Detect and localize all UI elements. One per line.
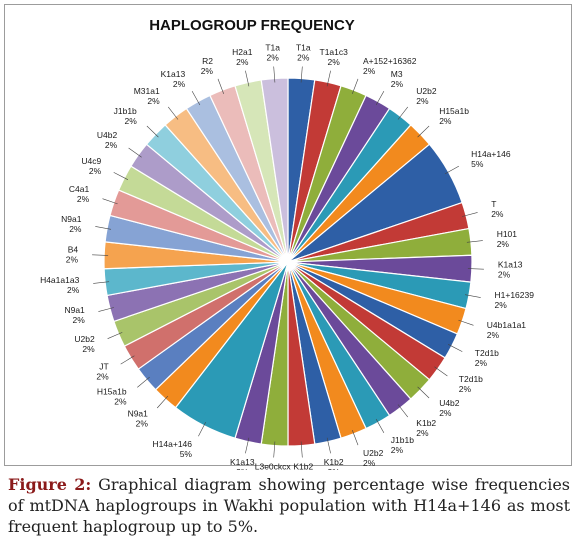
leader-line-31 [102,198,118,205]
leader-line-21 [245,437,250,454]
leader-line-34 [146,125,159,138]
leader-line-17 [352,429,359,446]
leader-line-19 [300,441,303,458]
slice-label-k1a13-9: K1a13 2% [498,260,523,280]
slice-label-m31a1-35: M31a1 2% [134,86,160,106]
slice-label-k1a13-36: K1a13 2% [161,69,186,89]
slice-label-u2b2-17: U2b2 2% [363,448,384,468]
leader-line-7 [462,212,478,217]
chart-title: HAPLOGROUP FREQUENCY [149,17,355,34]
leader-line-39 [273,66,276,83]
slice-labels: T1a 2%T1a1c3 2% A+152+16362 2% M3 2%U2b2 2%H15a… [40,43,534,470]
slice-label-u4b2-33: U4b2 2% [97,130,118,150]
slice-label-jt-25: JT 2% [96,361,109,381]
figure-caption: Figure 2: Graphical diagram showing perc… [8,474,570,537]
slice-label-h1-16239-10: H1+16239 2% [495,290,535,310]
leader-line-25 [120,355,135,365]
leader-line-15 [397,404,409,418]
leader-line-27 [98,307,114,312]
slice-label-n9a1-23: N9a1 2% [128,408,149,428]
leader-line-22 [198,421,206,437]
leader-line-3 [375,90,385,106]
slice-label-h14a-146-6: H14a+146 5% [471,149,511,169]
slice-label-t2d1b-12: T2d1b 2% [475,348,499,368]
leader-line-9 [467,268,484,270]
leader-line-38 [245,70,250,87]
leader-line-12 [447,344,463,352]
leader-line-11 [458,319,474,326]
leader-lines [92,66,484,458]
leader-line-35 [167,106,179,120]
pie-chart: HAPLOGROUP FREQUENCY T1a 2% T1a1c3 2% A+152+… [40,17,534,470]
slice-label-u4b2-14: U4b2 2% [439,398,460,418]
slice-label-u2b2-4: U2b2 2% [416,86,437,106]
leader-line-5 [417,125,430,138]
caption-text: Graphical diagram showing percentage wis… [8,475,570,536]
slice-label-n9a1-30: N9a1 2% [61,214,82,234]
leader-line-4 [397,106,409,120]
slice-label-h14a-146-22: H14a+146 5% [153,439,193,459]
slice-label-l3e0ckcx-20: L3e0ckcx2% [255,461,292,470]
leader-line-8 [466,240,483,243]
slice-label-t1a-39: T1a 2% [265,43,280,63]
leader-line-2 [352,78,359,95]
leader-line-1 [326,70,331,87]
leader-line-10 [464,294,481,298]
caption-label: Figure 2: [8,475,92,494]
slice-label-t-7: T 2% [491,199,504,219]
leader-line-33 [128,147,142,158]
slice-label-u4b1a1a1-11: U4b1a1a1 2% [487,320,527,340]
slice-label-a-152-16362-2: A+152+16362 2% [363,56,417,76]
slice-label-t1a-0: T1a 2% [296,43,311,63]
leader-line-30 [95,226,112,230]
slice-label-c4a1-31: C4a1 2% [69,184,90,204]
slice-label-j1b1b-34: J1b1b 2% [114,106,138,126]
slice-label-k1b2-15: K1b2 2% [416,418,436,438]
leader-line-29 [92,254,109,256]
slice-label-h101-8: H101 2% [497,229,518,249]
leader-line-14 [417,386,430,399]
slice-label-h15a1b-24: H15a1b 2% [97,386,127,406]
slice-label-t1a1c3-1: T1a1c3 2% [320,47,349,67]
leader-line-32 [113,172,129,180]
slice-label-u4c9-32: U4c9 2% [81,156,101,176]
slice-label-n9a1-27: N9a1 2% [64,305,85,325]
leader-line-13 [434,366,448,377]
slice-label-b4-29: B4 2% [66,244,79,264]
leader-line-0 [300,66,303,83]
slice-label-r2-37: R2 2% [201,56,214,76]
slice-label-m3-3: M3 2% [391,69,404,89]
slice-label-j1b1b-16: J1b1b 2% [391,435,414,455]
slice-label-h15a1b-5: H15a1b 2% [439,106,469,126]
leader-line-20 [273,441,276,458]
leader-line-37 [217,78,224,95]
leader-line-26 [107,332,123,339]
leader-line-36 [191,90,201,106]
slice-label-h2a1-38: H2a1 2% [232,47,253,67]
leader-line-28 [93,281,110,284]
leader-line-18 [326,437,331,454]
pie-slices [103,77,473,447]
leader-line-24 [137,376,150,388]
leader-line-16 [375,418,385,434]
leader-line-23 [156,395,169,409]
leader-line-6 [444,165,460,175]
slice-label-u2b2-26: U2b2 2% [74,334,95,354]
slice-label-t2d1b-13: T2d1b 2% [459,374,483,394]
slice-label-h4a1a1a3-28: H4a1a1a3 2% [40,275,80,295]
